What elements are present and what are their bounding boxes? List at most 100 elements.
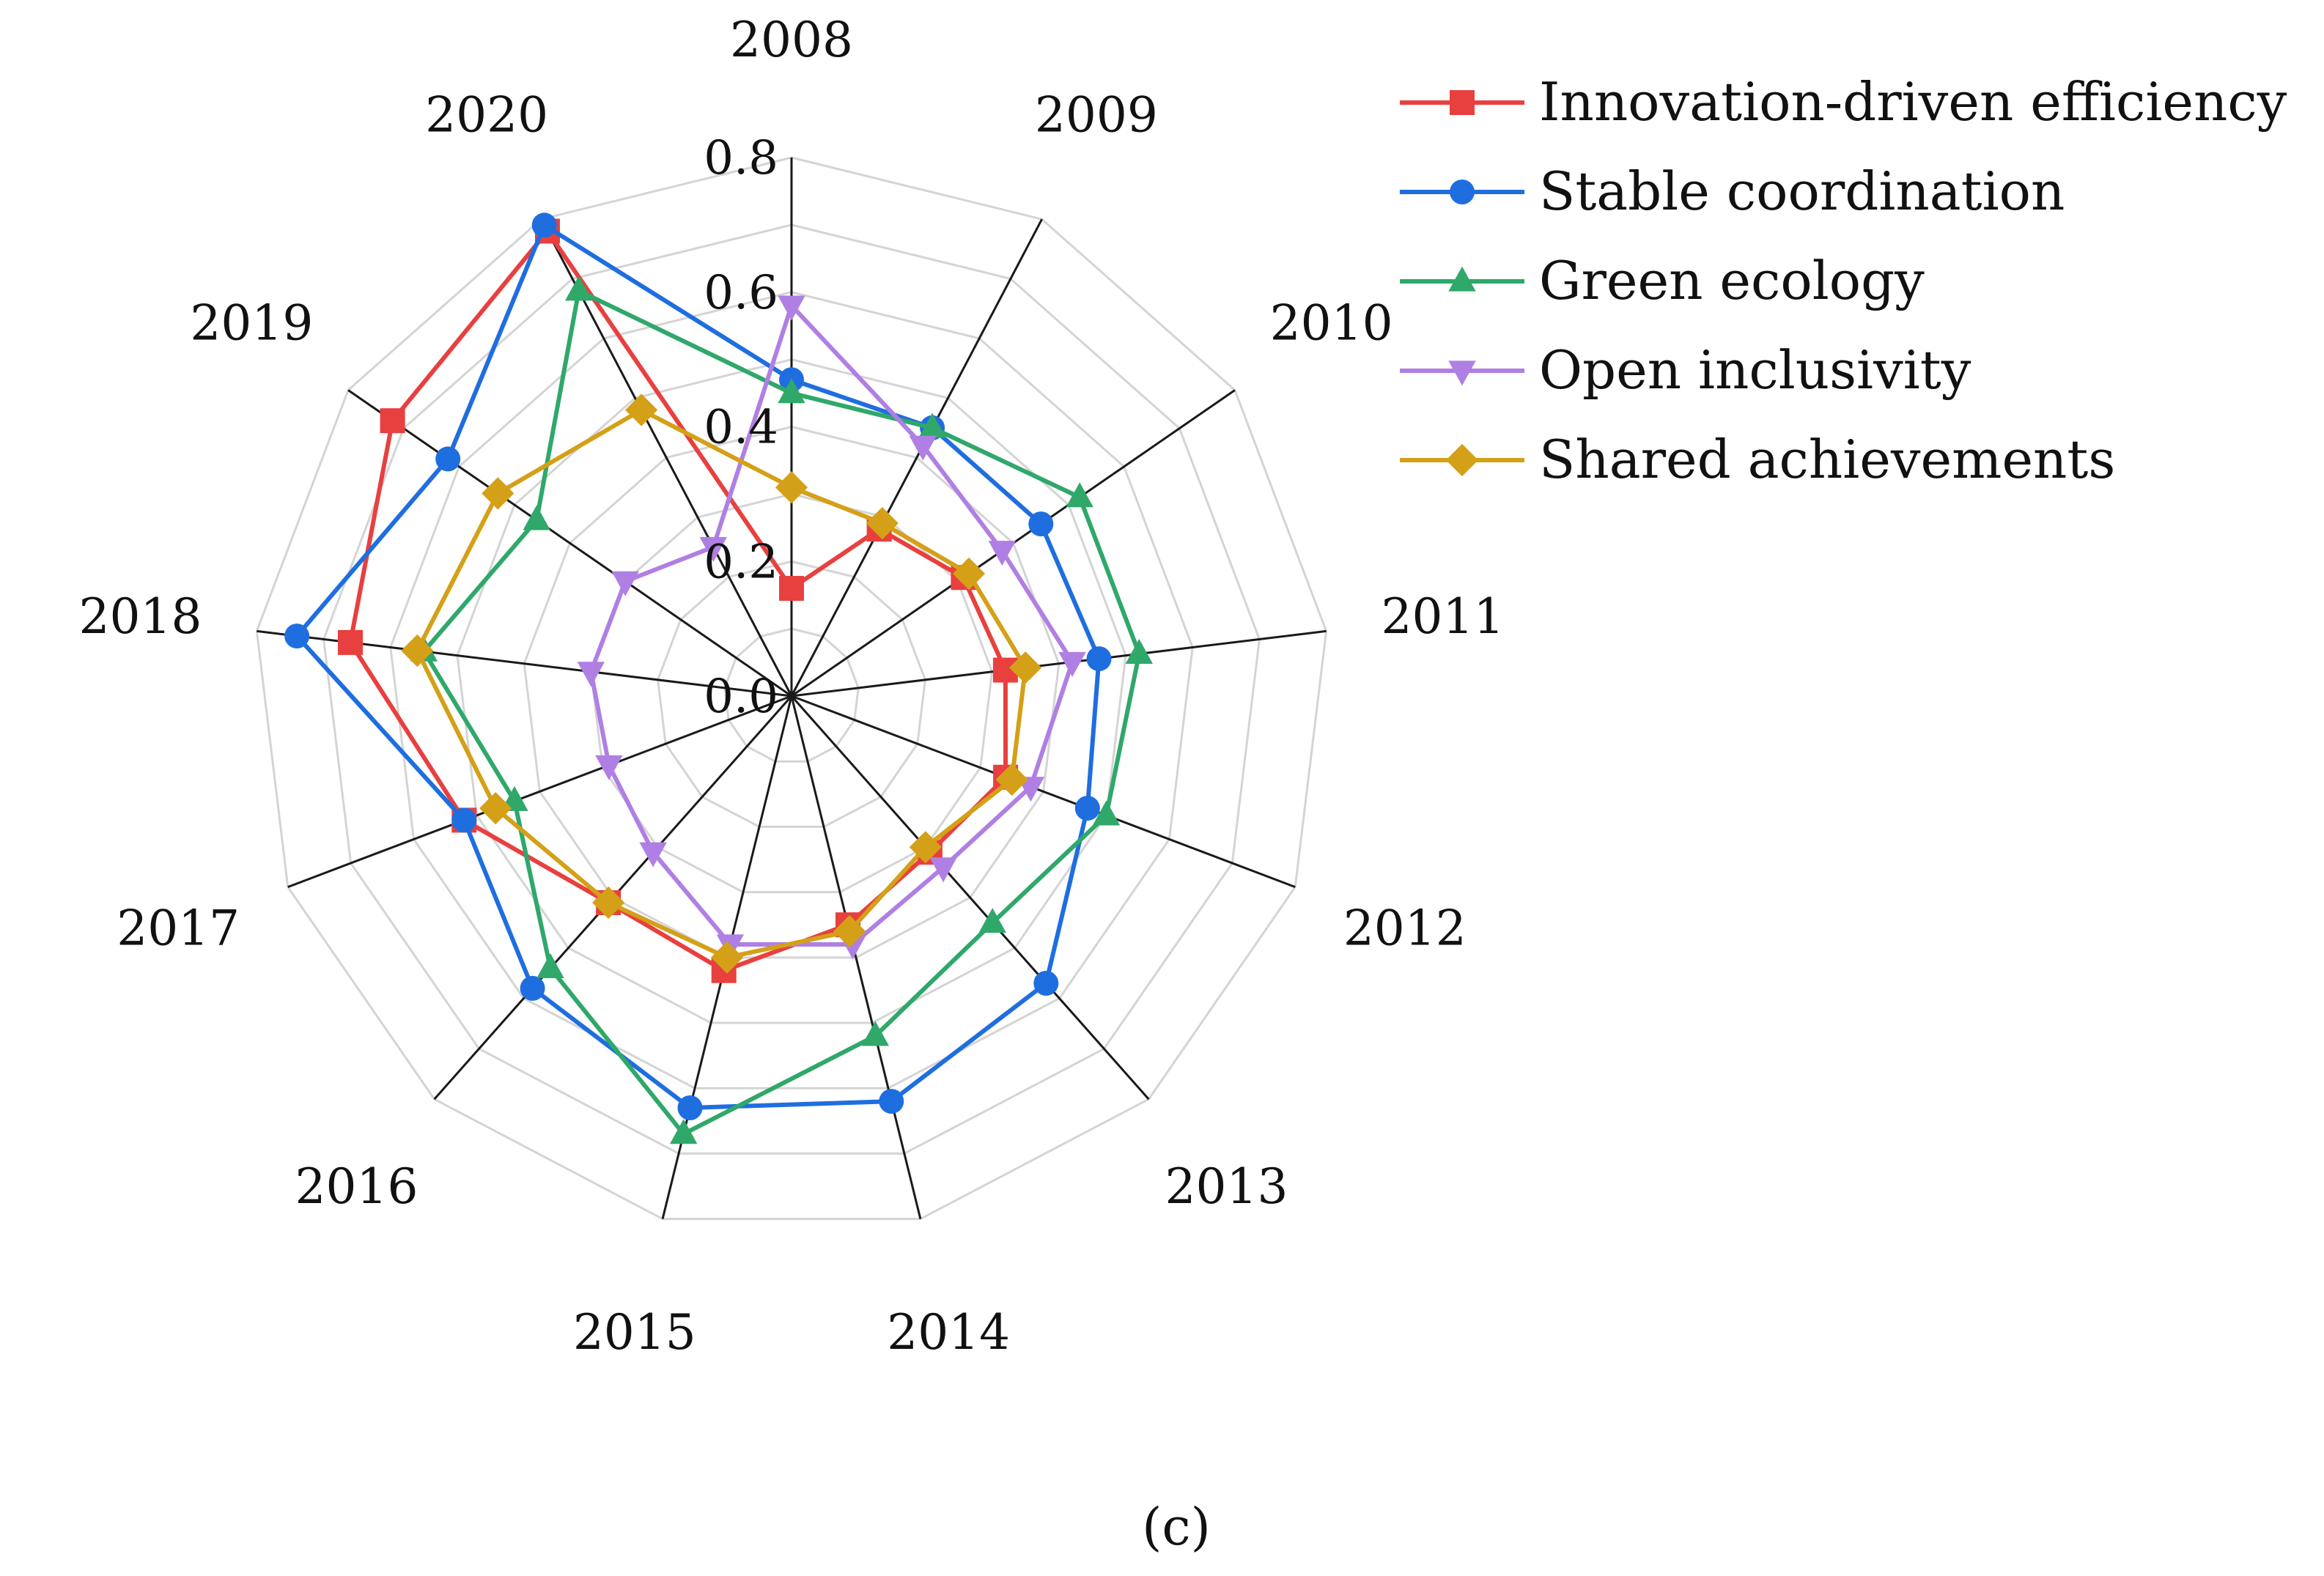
- data-point: [670, 1119, 698, 1144]
- legend-item: Shared achievements: [1400, 429, 2115, 490]
- grid-ring: [389, 291, 1194, 1089]
- data-point: [523, 505, 550, 530]
- data-point: [866, 507, 899, 540]
- year-label: 2016: [295, 1158, 418, 1215]
- legend: Innovation-driven efficiency Stable coord…: [1400, 71, 2287, 490]
- data-point: [536, 953, 564, 978]
- data-point: [995, 763, 1028, 796]
- tick-label: 0.2: [704, 535, 778, 589]
- axis-spoke: [790, 695, 922, 1219]
- year-label: 2012: [1343, 900, 1467, 956]
- year-label: 2020: [425, 87, 548, 144]
- data-point: [482, 477, 514, 510]
- data-point: [929, 857, 957, 883]
- data-point: [577, 662, 605, 687]
- axis-spoke: [287, 695, 792, 889]
- legend-marker: [1450, 180, 1475, 204]
- year-label: 2019: [190, 295, 313, 352]
- data-point: [435, 446, 461, 472]
- year-label: 2009: [1035, 87, 1158, 144]
- legend-label: Shared achievements: [1539, 429, 2115, 490]
- legend-label: Open inclusivity: [1539, 339, 1971, 401]
- data-point: [879, 1089, 904, 1114]
- year-label: 2008: [730, 12, 853, 68]
- data-point: [988, 541, 1016, 566]
- series-line: [347, 227, 1008, 974]
- data-point: [909, 831, 942, 864]
- data-point: [401, 634, 434, 667]
- grid-ring: [456, 358, 1127, 1024]
- data-point: [1125, 639, 1153, 664]
- legend-item: Stable coordination: [1400, 160, 2065, 222]
- grid-ring: [322, 223, 1261, 1155]
- data-point: [1092, 800, 1121, 826]
- radar-series: [284, 212, 1153, 1144]
- data-point: [978, 908, 1006, 933]
- data-point: [520, 975, 545, 1001]
- tick-label: 0.4: [704, 401, 778, 455]
- data-point: [451, 807, 477, 833]
- data-point: [775, 471, 808, 504]
- axis-spoke: [347, 389, 792, 698]
- radar-grid: [255, 156, 1328, 1221]
- data-point: [380, 408, 405, 434]
- axis-spoke: [791, 629, 1327, 698]
- data-point: [699, 537, 727, 562]
- year-axis-labels: 2008 2009 2010 2011 2012 2013 2014 2015 2016 2017…: [79, 12, 1505, 1361]
- data-point: [779, 576, 804, 601]
- grid-ring: [657, 560, 926, 828]
- data-point: [1066, 482, 1093, 508]
- grid-ring: [255, 156, 1328, 1221]
- year-label: 2017: [117, 900, 240, 956]
- axis-spoke: [791, 695, 1296, 889]
- data-point: [531, 212, 557, 238]
- data-point: [595, 755, 623, 780]
- data-point: [338, 629, 363, 655]
- data-point: [479, 792, 512, 825]
- axis-spoke: [790, 695, 1150, 1100]
- data-point: [611, 571, 639, 596]
- data-point: [918, 413, 946, 438]
- data-point: [778, 295, 805, 321]
- data-point: [909, 435, 937, 461]
- data-point: [1033, 971, 1059, 996]
- axis-spoke: [790, 218, 1043, 697]
- radial-tick-labels: 0.0 0.2 0.4 0.6 0.8: [704, 131, 778, 724]
- legend-label: Green ecology: [1539, 250, 1925, 311]
- legend-item: Innovation-driven efficiency: [1400, 71, 2287, 133]
- data-point: [1058, 651, 1086, 677]
- data-point: [778, 378, 805, 404]
- legend-item: Open inclusivity: [1400, 339, 1971, 401]
- series-line: [294, 221, 1102, 1111]
- series-stable-coordination: [284, 212, 1112, 1120]
- year-label: 2011: [1382, 588, 1505, 645]
- tick-label: 0.0: [704, 670, 778, 724]
- series-innovation-driven-efficiency: [338, 218, 1019, 983]
- data-point: [284, 624, 310, 649]
- data-point: [952, 557, 986, 591]
- legend-label: Innovation-driven efficiency: [1539, 71, 2287, 133]
- data-point: [1086, 646, 1112, 672]
- year-label: 2013: [1165, 1158, 1288, 1215]
- legend-marker: [1448, 360, 1476, 386]
- year-label: 2015: [573, 1304, 696, 1361]
- data-point: [1074, 796, 1100, 821]
- year-label: 2010: [1270, 295, 1393, 352]
- data-point: [565, 275, 593, 301]
- grid-ring: [523, 425, 1060, 959]
- series-shared-achievements: [401, 393, 1042, 974]
- data-point: [677, 1095, 703, 1120]
- data-point: [592, 886, 625, 920]
- data-point: [711, 941, 744, 974]
- legend-item: Green ecology: [1400, 250, 1925, 311]
- year-label: 2014: [887, 1304, 1010, 1361]
- data-point: [639, 842, 667, 867]
- legend-marker: [1445, 443, 1479, 477]
- legend-marker: [1448, 266, 1476, 292]
- data-point: [625, 393, 658, 426]
- data-point: [861, 1021, 889, 1046]
- series-line: [421, 287, 1142, 1137]
- legend-label: Stable coordination: [1539, 160, 2065, 222]
- legend-marker: [1450, 90, 1475, 115]
